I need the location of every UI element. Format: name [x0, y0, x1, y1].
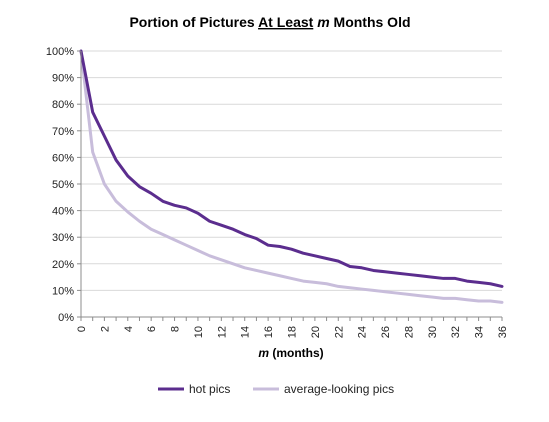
x-tick-label: 6	[146, 326, 158, 332]
x-tick-label: 2	[99, 326, 111, 332]
x-tick-label: 22	[333, 326, 345, 338]
x-tick-label: 28	[403, 326, 415, 338]
y-tick-label: 20%	[52, 259, 74, 271]
x-tick-label: 14	[240, 326, 252, 338]
x-axis-ticks: 0 2 4 6 8 10 12 14 16 18 20 22 24 26 28 30 32 34 36	[76, 317, 509, 338]
x-tick-label: 26	[380, 326, 392, 338]
y-tick-label: 0%	[58, 312, 74, 324]
text-run: m	[258, 346, 269, 360]
legend: hot pics average-looking pics	[158, 382, 394, 396]
legend-label: hot pics	[189, 382, 230, 396]
text-run: Months Old	[330, 14, 411, 30]
x-tick-label: 0	[76, 326, 88, 332]
y-tick-label: 90%	[52, 73, 74, 85]
text-run: (months)	[269, 346, 324, 360]
x-tick-label: 30	[427, 326, 439, 338]
text-run: m	[317, 14, 329, 30]
x-tick-label: 10	[193, 326, 205, 338]
x-tick-label: 4	[123, 326, 135, 332]
y-tick-label: 60%	[52, 152, 74, 164]
x-tick-label: 34	[474, 326, 486, 338]
x-tick-label: 18	[287, 326, 299, 338]
x-tick-label: 8	[170, 326, 182, 332]
x-axis-title: m (months)	[258, 346, 323, 360]
y-tick-label: 40%	[52, 206, 74, 218]
chart-title: Portion of Pictures At Least m Months Ol…	[129, 14, 410, 30]
y-tick-label: 30%	[52, 232, 74, 244]
legend-label: average-looking pics	[284, 382, 394, 396]
series-line-average-looking-pics	[79, 49, 504, 304]
series-line-hot-pics	[79, 49, 504, 288]
x-tick-label: 36	[497, 326, 509, 338]
text-run: Portion of Pictures	[129, 14, 258, 30]
x-tick-label: 24	[357, 326, 369, 338]
y-tick-label: 10%	[52, 285, 74, 297]
x-tick-label: 32	[450, 326, 462, 338]
y-tick-label: 100%	[46, 46, 74, 58]
series-lines	[79, 49, 504, 304]
y-tick-label: 80%	[52, 99, 74, 111]
y-tick-label: 50%	[52, 179, 74, 191]
y-axis-ticks: 0% 10% 20% 30% 40% 50% 60% 70% 80% 90% 100%	[46, 46, 81, 324]
x-tick-label: 16	[263, 326, 275, 338]
y-tick-label: 70%	[52, 126, 74, 138]
gridlines	[81, 50, 502, 291]
text-run: At Least	[258, 14, 314, 30]
x-tick-label: 20	[310, 326, 322, 338]
x-tick-label: 12	[216, 326, 228, 338]
